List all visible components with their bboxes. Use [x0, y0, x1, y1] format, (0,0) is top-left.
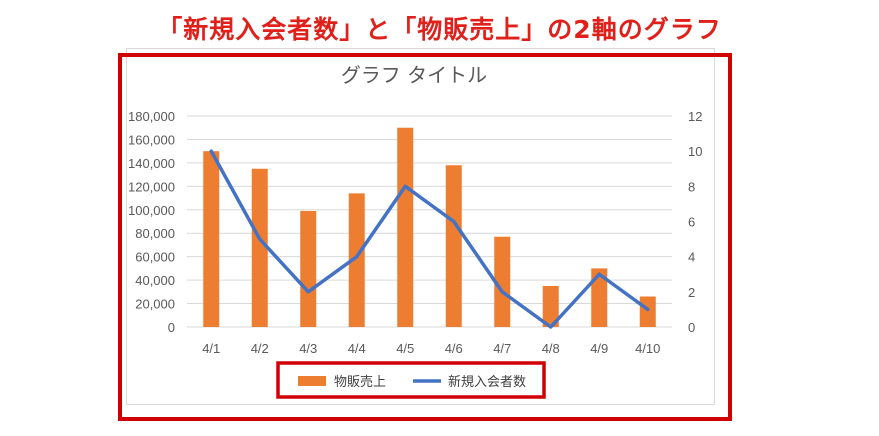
bar [251, 168, 268, 327]
y-right-tick-label: 2 [688, 285, 695, 300]
y-right-tick-label: 10 [688, 144, 702, 159]
y-right-tick-label: 0 [688, 320, 695, 335]
bar [494, 236, 511, 327]
y-left-tick-label: 120,000 [128, 179, 175, 194]
bar [203, 151, 220, 327]
x-tick-label: 4/1 [202, 341, 220, 356]
y-left-tick-label: 0 [168, 320, 175, 335]
chart-title: グラフ タイトル [341, 63, 487, 87]
bar [591, 268, 608, 327]
x-tick-label: 4/9 [590, 341, 608, 356]
x-tick-label: 4/3 [299, 341, 317, 356]
y-left-tick-label: 140,000 [128, 156, 175, 171]
legend-label-bar: 物販売上 [334, 374, 386, 390]
bar [639, 296, 656, 327]
bar [300, 210, 317, 327]
x-tick-label: 4/8 [542, 341, 560, 356]
bar [542, 285, 559, 327]
y-left-tick-label: 60,000 [135, 250, 175, 265]
headline: 「新規入会者数」と「物販売上」の2軸のグラフ [157, 15, 722, 44]
bar [445, 165, 462, 327]
y-left-tick-label: 20,000 [135, 297, 175, 312]
y-left-tick-label: 100,000 [128, 203, 175, 218]
x-tick-label: 4/2 [251, 341, 269, 356]
x-tick-label: 4/6 [445, 341, 463, 356]
highlight-box [118, 53, 732, 421]
y-left-tick-label: 40,000 [135, 273, 175, 288]
bar [397, 127, 414, 327]
y-left-tick-label: 80,000 [135, 226, 175, 241]
chart-area [126, 48, 715, 405]
legend-swatch-bar [298, 376, 326, 386]
x-tick-label: 4/10 [635, 341, 660, 356]
y-left-tick-label: 160,000 [128, 132, 175, 147]
line-series [209, 149, 650, 329]
legend-label-line: 新規入会者数 [448, 374, 526, 390]
legend-highlight [276, 361, 546, 399]
bar [348, 193, 365, 327]
x-tick-label: 4/4 [348, 341, 366, 356]
y-right-tick-label: 6 [688, 215, 695, 230]
y-right-tick-label: 12 [688, 109, 702, 124]
x-tick-label: 4/7 [493, 341, 511, 356]
x-tick-label: 4/5 [396, 341, 414, 356]
y-right-tick-label: 4 [688, 250, 695, 265]
y-left-tick-label: 180,000 [128, 109, 175, 124]
y-right-tick-label: 8 [688, 179, 695, 194]
